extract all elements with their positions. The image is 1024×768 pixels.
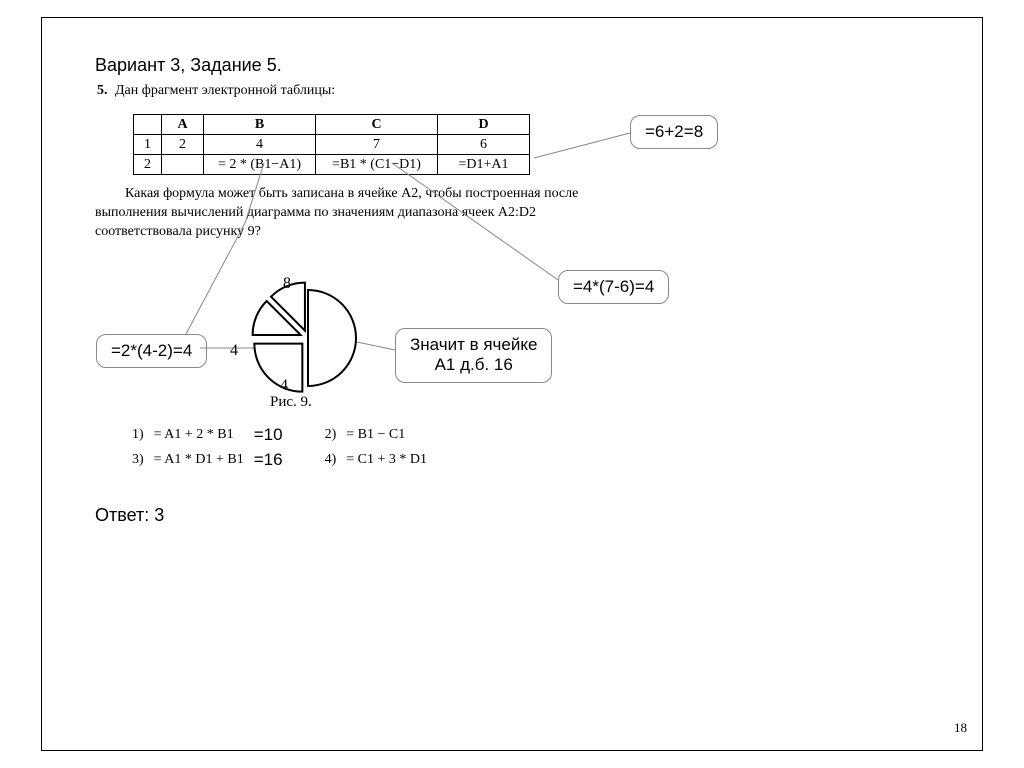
figure-caption: Рис. 9. xyxy=(270,394,312,411)
answer-text: Ответ: 3 xyxy=(95,505,164,526)
option-formula: = A1 * D1 + B1 xyxy=(154,450,252,473)
pie-slice xyxy=(308,290,356,386)
pie-slice xyxy=(254,344,302,392)
pie-slice-label: 4 xyxy=(280,377,288,395)
option-annotation: =16 xyxy=(254,450,291,473)
option-formula: = C1 + 3 * D1 xyxy=(346,450,435,473)
pie-slice-label: 8 xyxy=(283,275,291,293)
connector-lines xyxy=(0,0,1024,768)
option-label: 3) xyxy=(132,450,152,473)
page-number: 18 xyxy=(954,720,967,736)
pie-chart xyxy=(248,278,368,398)
answer-options: 1) = A1 + 2 * B1 =10 2) = B1 − C1 3) = A… xyxy=(130,423,437,475)
option-label: 1) xyxy=(132,425,152,448)
option-formula: = A1 + 2 * B1 xyxy=(154,425,252,448)
option-annotation: =10 xyxy=(254,425,291,448)
option-formula: = B1 − C1 xyxy=(346,425,435,448)
pie-slice-label: 4 xyxy=(230,342,238,360)
option-label: 4) xyxy=(325,450,345,473)
pie-svg xyxy=(248,278,368,398)
option-label: 2) xyxy=(325,425,345,448)
